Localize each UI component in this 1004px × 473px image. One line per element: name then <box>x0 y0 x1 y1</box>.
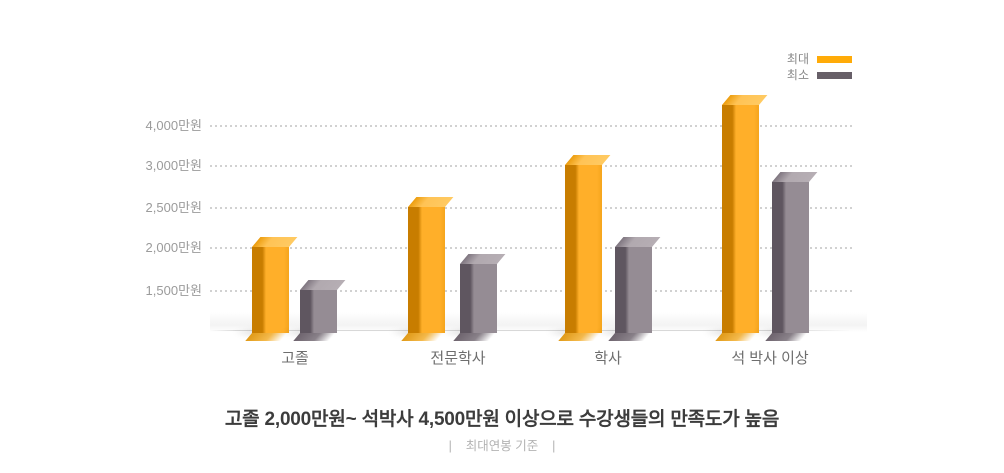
bar-top-face <box>252 237 298 247</box>
bar--face <box>252 247 289 333</box>
gridline <box>210 247 852 249</box>
bar--face <box>408 207 445 333</box>
legend-item-max: 최대 <box>787 53 852 65</box>
baseline <box>210 330 852 331</box>
bar-top-face <box>722 95 768 105</box>
bar-max <box>715 95 768 341</box>
bar-min <box>453 254 506 341</box>
bar-bottom-face <box>293 333 337 341</box>
bar-max <box>401 197 454 341</box>
bar-bottom-face <box>765 332 809 341</box>
bar-min <box>765 171 818 341</box>
legend: 최대 최소 <box>787 53 852 81</box>
y-axis-label: 4,000만원 <box>145 118 202 133</box>
bar--face <box>772 181 809 333</box>
gridline <box>210 165 852 167</box>
bar--face <box>615 247 652 333</box>
bar-max <box>245 237 298 341</box>
y-axis-label: 3,000만원 <box>145 158 202 173</box>
legend-label-max: 최대 <box>786 52 809 66</box>
bar--face <box>460 264 497 333</box>
gridline <box>210 125 852 127</box>
bar--face <box>565 165 602 333</box>
y-axis-label: 2,500만원 <box>145 200 202 215</box>
bar-top-face <box>615 237 661 247</box>
bar-bottom-face <box>608 333 652 341</box>
bar-top-face <box>772 171 818 182</box>
gridline <box>210 290 852 292</box>
chart-caption: | 최대연봉 기준 | <box>448 439 556 453</box>
legend-label-min: 최소 <box>786 68 809 82</box>
chart-title: 고졸 2,000만원~ 석박사 4,500만원 이상으로 수강생들의 만족도가 … <box>224 409 780 430</box>
bar--face <box>300 290 337 333</box>
bar-top-face <box>408 197 454 207</box>
bar-top-face <box>565 155 611 165</box>
category-label: 전문학사 <box>430 350 486 367</box>
y-axis-label: 2,000만원 <box>145 240 202 255</box>
category-label: 학사 <box>594 350 622 367</box>
floor-shadow <box>210 312 867 332</box>
category-label: 고졸 <box>281 350 309 367</box>
category-label: 석 박사 이상 <box>731 350 809 367</box>
bar--face <box>722 105 759 333</box>
bar-max <box>558 155 611 341</box>
legend-swatch-min-icon <box>817 71 852 79</box>
bar-min <box>293 280 346 341</box>
gridline <box>210 207 852 209</box>
bar-min <box>608 237 661 341</box>
bar-top-face <box>460 254 506 265</box>
legend-item-min: 최소 <box>787 69 852 81</box>
bar-top-face <box>300 280 346 290</box>
y-axis-label: 1,500만원 <box>145 283 202 298</box>
legend-swatch-max-icon <box>817 55 852 63</box>
bar-bottom-face <box>453 332 497 341</box>
